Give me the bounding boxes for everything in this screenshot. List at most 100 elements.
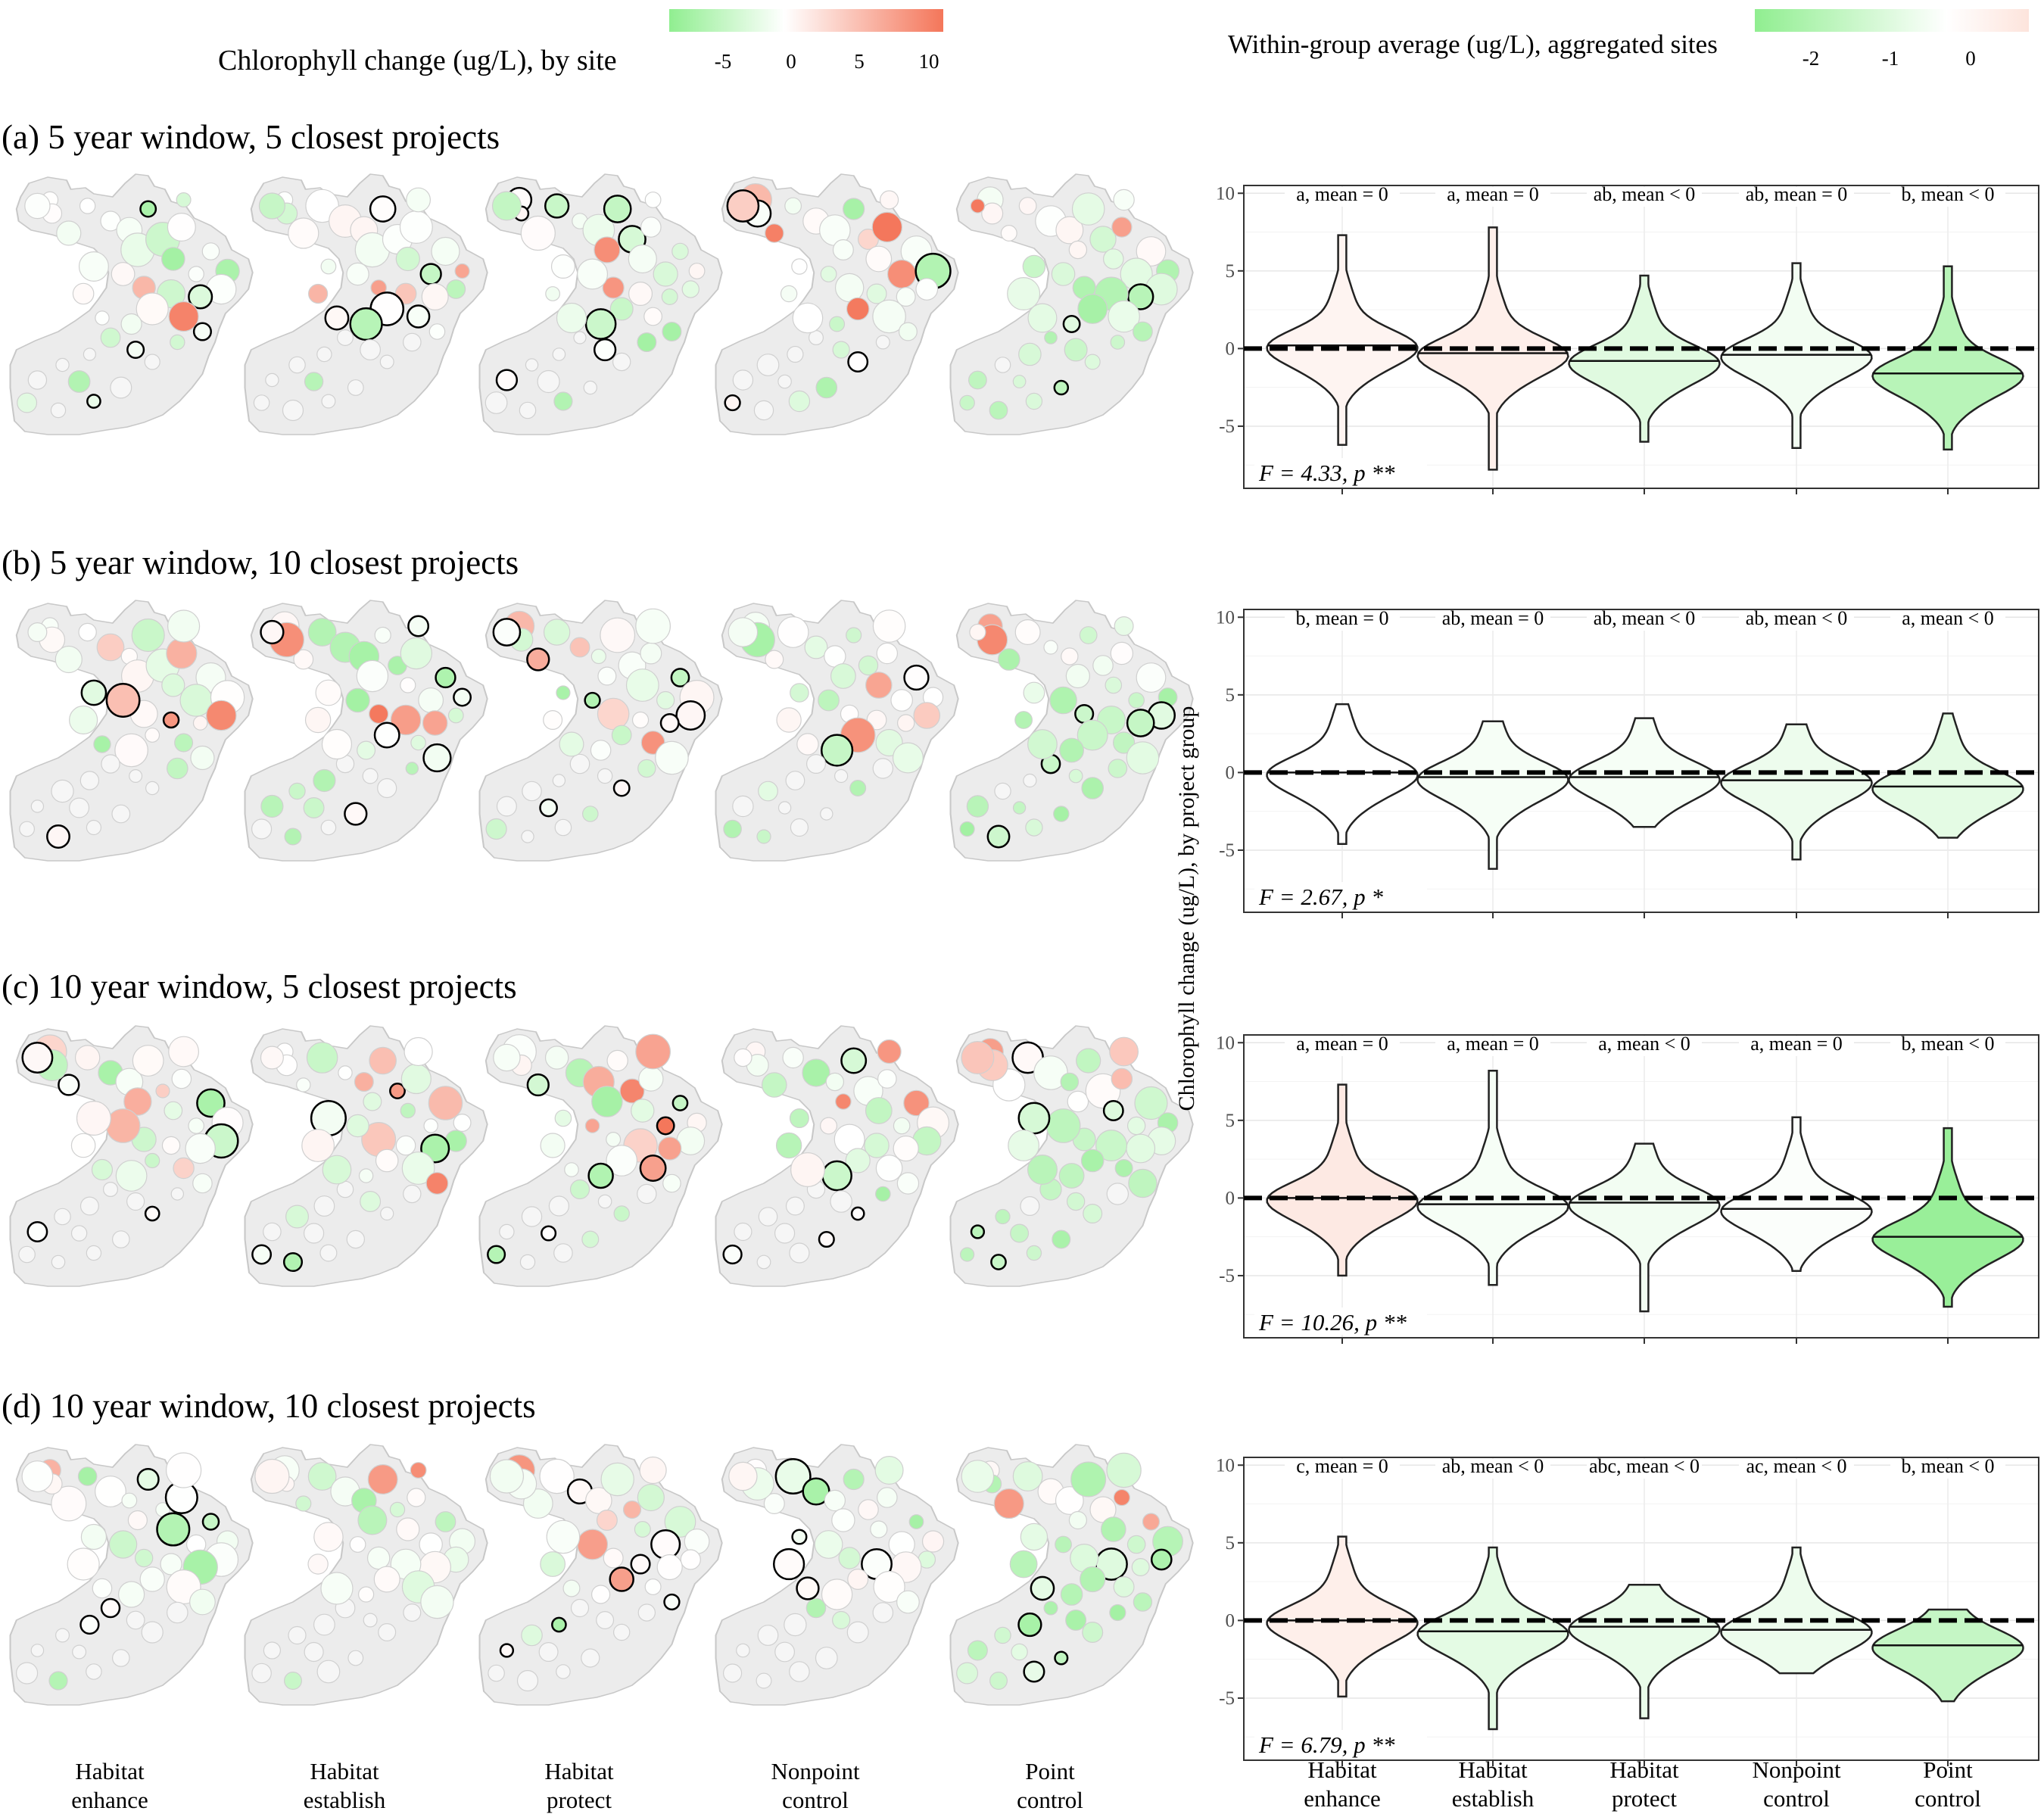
site-circle	[188, 284, 213, 310]
site-circle	[453, 687, 472, 707]
site-circle	[594, 236, 621, 263]
site-circle	[545, 286, 561, 301]
site-circle	[190, 745, 215, 771]
site-circle	[521, 1624, 543, 1647]
site-circle	[454, 263, 470, 279]
group-annotation: a, mean = 0	[1750, 1033, 1843, 1055]
site-circle	[363, 1613, 378, 1628]
site-circle	[1059, 737, 1084, 763]
site-circle	[306, 1042, 338, 1074]
site-circle	[637, 1483, 665, 1512]
site-circle	[1113, 1488, 1130, 1507]
site-circle	[597, 666, 617, 686]
site-circle	[1136, 236, 1167, 266]
site-circle	[56, 220, 82, 246]
site-circle	[764, 223, 784, 243]
site-circle	[101, 754, 120, 774]
violin-shape	[1266, 1083, 1419, 1277]
site-circle	[347, 379, 364, 396]
site-circle	[1049, 686, 1077, 715]
site-circle	[117, 1581, 145, 1608]
site-circle	[201, 1513, 220, 1531]
site-circle	[260, 1046, 284, 1070]
site-circle	[569, 1179, 590, 1200]
site-circle	[873, 1570, 905, 1604]
site-circle	[521, 1206, 543, 1227]
group-annotation: a, mean = 0	[1447, 1033, 1539, 1055]
site-circle	[77, 1466, 98, 1486]
site-circle	[91, 1158, 114, 1181]
site-circle	[170, 1187, 185, 1201]
group-legend: Within-group average (ug/L), aggregated …	[1228, 9, 2029, 70]
site-circle	[587, 1162, 614, 1189]
site-circle	[51, 779, 74, 803]
map-column-label: Habitat	[310, 1758, 379, 1784]
site-circle	[79, 198, 96, 214]
site-circle	[389, 1083, 406, 1099]
panel-frame	[1243, 609, 2039, 913]
site-circle	[83, 348, 96, 361]
site-circle	[188, 266, 204, 282]
site-circle	[784, 197, 802, 215]
site-circle	[1084, 354, 1101, 370]
site-circle	[956, 1662, 979, 1685]
site-circle	[1023, 773, 1037, 788]
site-circle	[1126, 1116, 1146, 1136]
site-circle	[360, 339, 382, 360]
site-circle	[406, 187, 431, 213]
site-circle	[1108, 759, 1128, 778]
site-circle	[1058, 1163, 1085, 1189]
site-circle	[251, 1663, 272, 1684]
site-circle	[375, 1148, 399, 1173]
site-circle	[379, 354, 394, 369]
site-circle	[640, 217, 662, 238]
site-circle	[313, 1613, 335, 1636]
site-circle	[756, 1672, 772, 1689]
site-circle	[821, 1579, 853, 1610]
site-circle	[1131, 1558, 1150, 1577]
site-circle	[283, 1672, 302, 1691]
site-circle	[612, 352, 631, 372]
site-circle	[377, 778, 397, 799]
site-circle	[420, 1585, 454, 1619]
site-circle	[657, 1136, 682, 1161]
site-circle	[1108, 300, 1140, 333]
violin-shape	[1266, 703, 1419, 845]
site-circle	[1052, 1230, 1071, 1249]
site-circle	[628, 244, 657, 274]
site-circle	[613, 1205, 630, 1222]
site-circle	[1111, 217, 1133, 238]
site-circle	[69, 705, 98, 735]
site-circle	[304, 706, 332, 734]
site-circle	[670, 668, 690, 687]
violin-shape	[1871, 265, 2024, 450]
site-circle	[418, 687, 444, 713]
site-circle	[790, 1152, 825, 1187]
site-circle	[307, 1462, 337, 1491]
site-circle	[606, 1145, 637, 1177]
group-annotation: b, mean < 0	[1902, 183, 1995, 205]
site-circle	[110, 376, 132, 399]
site-circle	[30, 799, 45, 813]
site-circle	[1043, 1600, 1058, 1616]
site-circle	[1109, 1036, 1139, 1067]
site-circle	[805, 1597, 827, 1619]
site-circle	[27, 370, 48, 390]
site-circle	[796, 1576, 820, 1600]
site-circle	[865, 245, 893, 273]
site-circle	[1128, 1168, 1158, 1198]
site-circle	[520, 215, 556, 251]
violin-shape	[1568, 1142, 1721, 1313]
site-circle	[875, 1186, 891, 1202]
site-legend-tick-4: 10	[919, 50, 939, 73]
site-circle	[1150, 1548, 1173, 1571]
site-circle	[516, 1669, 539, 1692]
site-circle	[322, 1155, 352, 1185]
site-circle	[80, 1523, 107, 1551]
violin-shape	[1266, 1535, 1419, 1698]
site-map	[715, 1443, 959, 1706]
site-circle	[564, 1162, 579, 1177]
site-circle	[354, 1071, 374, 1092]
site-circle	[1061, 647, 1079, 665]
site-circle	[18, 1245, 36, 1264]
